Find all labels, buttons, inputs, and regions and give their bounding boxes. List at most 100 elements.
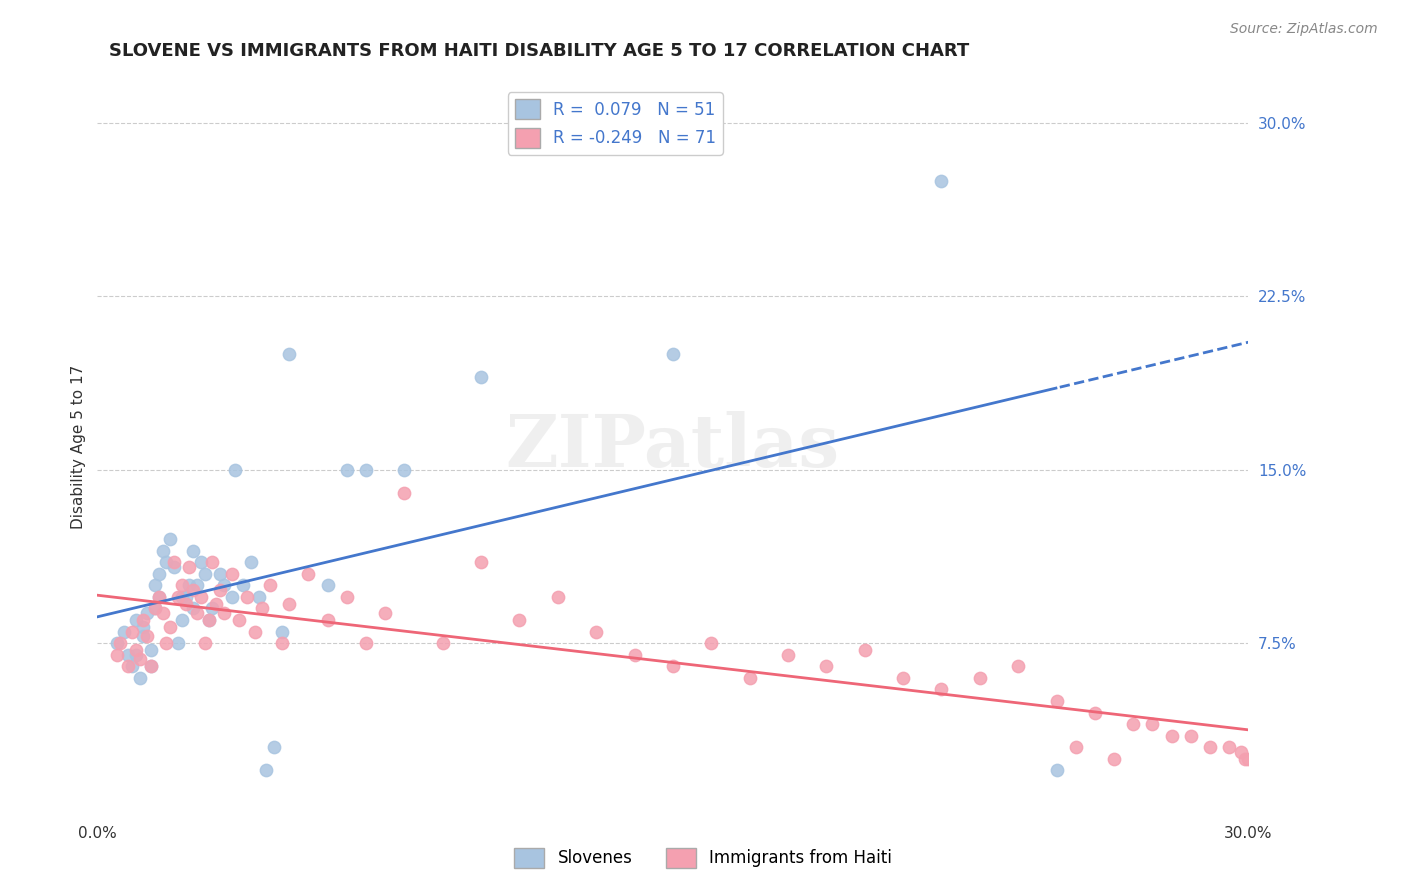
Point bbox=[278, 597, 301, 611]
Point bbox=[1007, 659, 1029, 673]
Point bbox=[1142, 717, 1164, 731]
Point bbox=[105, 636, 128, 650]
Point bbox=[394, 486, 416, 500]
Point bbox=[263, 740, 285, 755]
Point bbox=[174, 590, 197, 604]
Point bbox=[243, 624, 266, 639]
Point bbox=[128, 652, 150, 666]
Point bbox=[224, 463, 246, 477]
Point bbox=[152, 543, 174, 558]
Point bbox=[1122, 717, 1144, 731]
Point bbox=[1045, 694, 1067, 708]
Point bbox=[394, 463, 416, 477]
Point bbox=[700, 636, 723, 650]
Point bbox=[167, 636, 190, 650]
Point bbox=[1199, 740, 1222, 755]
Point bbox=[155, 555, 177, 569]
Point bbox=[139, 659, 162, 673]
Point bbox=[891, 671, 914, 685]
Point bbox=[186, 606, 208, 620]
Point bbox=[336, 590, 359, 604]
Point bbox=[212, 606, 235, 620]
Point bbox=[270, 624, 292, 639]
Text: SLOVENE VS IMMIGRANTS FROM HAITI DISABILITY AGE 5 TO 17 CORRELATION CHART: SLOVENE VS IMMIGRANTS FROM HAITI DISABIL… bbox=[108, 42, 969, 60]
Legend: R =  0.079   N = 51, R = -0.249   N = 71: R = 0.079 N = 51, R = -0.249 N = 71 bbox=[508, 93, 723, 154]
Point bbox=[181, 582, 204, 597]
Point bbox=[931, 174, 953, 188]
Point bbox=[252, 601, 274, 615]
Point bbox=[163, 555, 186, 569]
Point bbox=[128, 671, 150, 685]
Point bbox=[121, 659, 143, 673]
Point bbox=[247, 590, 270, 604]
Point bbox=[148, 590, 170, 604]
Point bbox=[316, 613, 339, 627]
Point bbox=[181, 543, 204, 558]
Point bbox=[1218, 740, 1240, 755]
Point bbox=[297, 566, 319, 581]
Point bbox=[112, 624, 135, 639]
Point bbox=[174, 597, 197, 611]
Point bbox=[125, 648, 148, 662]
Point bbox=[853, 643, 876, 657]
Point bbox=[623, 648, 645, 662]
Point bbox=[470, 555, 492, 569]
Point bbox=[547, 590, 569, 604]
Point bbox=[132, 620, 155, 634]
Point bbox=[1064, 740, 1087, 755]
Point bbox=[159, 532, 181, 546]
Point bbox=[931, 682, 953, 697]
Point bbox=[194, 566, 217, 581]
Point bbox=[132, 613, 155, 627]
Point bbox=[179, 559, 201, 574]
Point bbox=[585, 624, 607, 639]
Point bbox=[1237, 752, 1260, 766]
Point bbox=[143, 601, 166, 615]
Point bbox=[662, 659, 685, 673]
Point bbox=[354, 463, 377, 477]
Point bbox=[155, 636, 177, 650]
Point bbox=[190, 590, 212, 604]
Point bbox=[239, 555, 262, 569]
Point bbox=[194, 636, 217, 650]
Point bbox=[209, 566, 232, 581]
Point bbox=[117, 648, 139, 662]
Point bbox=[181, 601, 204, 615]
Point bbox=[152, 606, 174, 620]
Text: ZIPatlas: ZIPatlas bbox=[506, 411, 839, 482]
Point bbox=[201, 555, 224, 569]
Y-axis label: Disability Age 5 to 17: Disability Age 5 to 17 bbox=[72, 365, 86, 529]
Point bbox=[125, 643, 148, 657]
Point bbox=[278, 347, 301, 361]
Point bbox=[1180, 729, 1202, 743]
Point bbox=[143, 578, 166, 592]
Point bbox=[197, 613, 219, 627]
Point bbox=[1229, 745, 1251, 759]
Point bbox=[136, 606, 159, 620]
Point bbox=[232, 578, 254, 592]
Point bbox=[374, 606, 396, 620]
Point bbox=[254, 764, 277, 778]
Point bbox=[139, 643, 162, 657]
Point bbox=[170, 578, 193, 592]
Point bbox=[132, 629, 155, 643]
Point bbox=[209, 582, 232, 597]
Point bbox=[221, 566, 243, 581]
Point bbox=[336, 463, 359, 477]
Text: Source: ZipAtlas.com: Source: ZipAtlas.com bbox=[1230, 22, 1378, 37]
Point bbox=[125, 613, 148, 627]
Point bbox=[354, 636, 377, 650]
Point bbox=[270, 636, 292, 650]
Point bbox=[186, 578, 208, 592]
Point bbox=[1233, 752, 1256, 766]
Point bbox=[815, 659, 838, 673]
Point bbox=[259, 578, 281, 592]
Point bbox=[121, 624, 143, 639]
Point bbox=[1160, 729, 1182, 743]
Point bbox=[776, 648, 799, 662]
Point bbox=[969, 671, 991, 685]
Point bbox=[508, 613, 530, 627]
Point bbox=[662, 347, 685, 361]
Point bbox=[205, 597, 228, 611]
Point bbox=[236, 590, 259, 604]
